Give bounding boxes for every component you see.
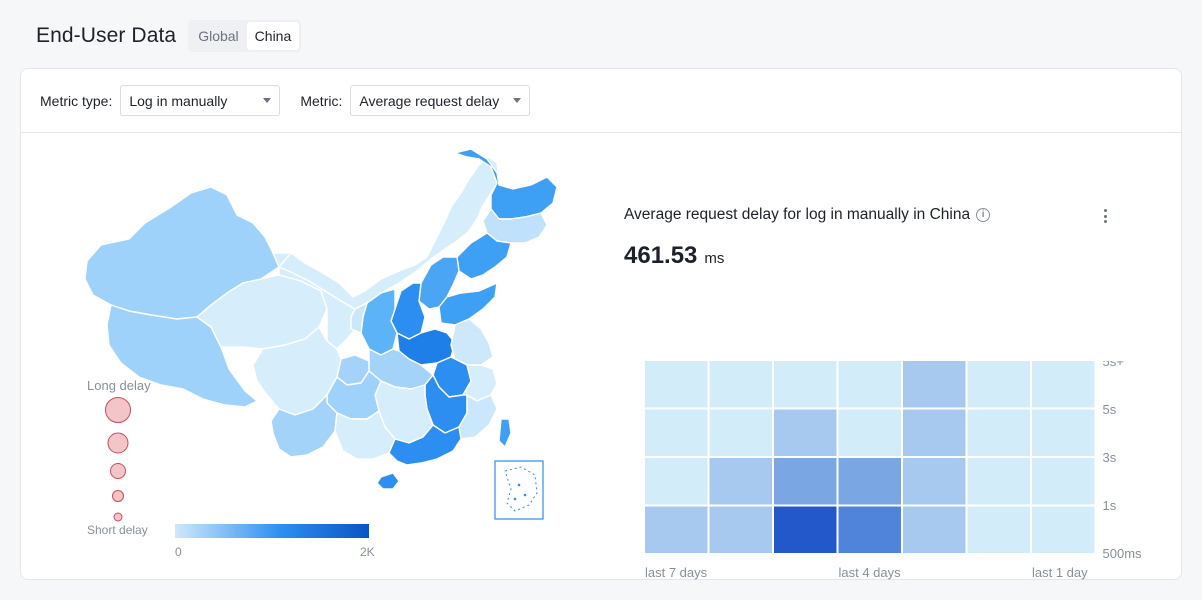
heatmap-cell[interactable] — [645, 361, 708, 408]
heatmap-y-label: 500ms — [1103, 546, 1143, 561]
heatmap-cell[interactable] — [709, 409, 773, 457]
metric-type-label: Metric type: — [40, 92, 113, 109]
average-delay-value: 461.53 — [624, 242, 698, 269]
info-icon[interactable]: i — [976, 208, 991, 222]
heatmap-cell[interactable] — [709, 458, 773, 505]
province-hebei[interactable] — [418, 256, 460, 310]
short-delay-label: Short delay — [87, 523, 148, 537]
heatmap-cell[interactable] — [774, 458, 837, 505]
heatmap-cell[interactable] — [967, 458, 1031, 505]
tab-china[interactable]: China — [246, 22, 300, 50]
province-fujian[interactable] — [458, 394, 498, 440]
heatmap-cell[interactable] — [645, 458, 708, 505]
heatmap-cell[interactable] — [838, 458, 902, 505]
province-tibet[interactable] — [106, 304, 258, 408]
long-delay-label: Long delay — [87, 378, 151, 393]
metric-type-filter: Metric type: Log in manually — [40, 85, 281, 116]
province-yunnan[interactable] — [270, 394, 338, 458]
delay-bubble-xl — [105, 397, 131, 423]
province-ningxia[interactable] — [350, 302, 368, 334]
metric-label: Metric: — [300, 92, 343, 109]
metric-value: Average request delay — [359, 92, 500, 109]
heatmap-cell[interactable] — [774, 506, 837, 554]
heatmap-x-label: last 4 days — [839, 565, 902, 580]
heatmap-title: Average request delay for log in manuall… — [624, 206, 991, 224]
heatmap-cell[interactable] — [838, 361, 902, 408]
heatmap-cell[interactable] — [903, 458, 966, 505]
heatmap-panel: Average request delay for log in manuall… — [623, 133, 1183, 581]
china-map-panel: Long delay Short delay 0 2K — [21, 133, 581, 581]
scale-min-label: 0 — [175, 545, 182, 559]
heatmap-cell[interactable] — [838, 409, 902, 457]
metric-type-value: Log in manually — [129, 92, 228, 109]
china-map: Long delay Short delay 0 2K — [84, 148, 558, 559]
delay-heatmap: 5s+ 5s 3s 1s 500ms last 7 days last 4 days last… — [645, 361, 1143, 580]
heatmap-y-label: 3s — [1103, 450, 1117, 465]
metric-type-select[interactable]: Log in manually — [120, 85, 281, 116]
heatmap-cell[interactable] — [1032, 458, 1095, 505]
end-user-card: Metric type: Log in manually Metric: Ave… — [20, 68, 1182, 580]
average-delay-unit: ms — [704, 250, 725, 267]
heatmap-cell[interactable] — [903, 361, 966, 408]
delay-bubble-lg — [107, 432, 129, 454]
metric-select[interactable]: Average request delay — [350, 85, 531, 116]
heatmap-cell[interactable] — [838, 506, 902, 554]
metric-filter: Metric: Average request delay — [300, 85, 531, 116]
page-header: End-User Data Global China — [36, 20, 302, 52]
heatmap-cell[interactable] — [967, 409, 1031, 457]
province-hainan[interactable] — [376, 472, 400, 490]
chevron-down-icon — [263, 98, 272, 103]
heatmap-cell[interactable] — [967, 361, 1031, 408]
province-shandong[interactable] — [438, 282, 498, 326]
heatmap-y-label: 1s — [1103, 498, 1117, 513]
heatmap-title-text: Average request delay for log in manuall… — [624, 206, 971, 223]
heatmap-cell[interactable] — [903, 506, 966, 554]
delay-bubble-sm — [112, 490, 124, 502]
tab-global[interactable]: Global — [198, 28, 239, 44]
heatmap-summary: 461.53 ms — [624, 242, 724, 270]
more-vertical-icon[interactable] — [1095, 206, 1115, 226]
heatmap-cell[interactable] — [1032, 506, 1095, 554]
heatmap-cell[interactable] — [903, 409, 966, 457]
heatmap-cell[interactable] — [967, 506, 1031, 554]
heatmap-cell[interactable] — [774, 361, 837, 408]
heatmap-cell[interactable] — [709, 361, 773, 408]
province-taiwan[interactable] — [498, 418, 512, 448]
delay-bubble-xs — [113, 512, 123, 522]
heatmap-cell[interactable] — [645, 506, 708, 554]
delay-bubble-md — [110, 463, 126, 479]
region-toggle: Global China — [188, 20, 302, 52]
heatmap-cell[interactable] — [709, 506, 773, 554]
heatmap-cell[interactable] — [774, 409, 837, 457]
filter-toolbar: Metric type: Log in manually Metric: Ave… — [21, 69, 1181, 133]
province-guangdong[interactable] — [388, 424, 462, 466]
heatmap-cell[interactable] — [1032, 409, 1095, 457]
color-scale-bar — [175, 524, 369, 538]
heatmap-x-label: last 7 days — [645, 565, 708, 580]
heatmap-x-label: last 1 day — [1032, 565, 1088, 580]
heatmap-y-label: 5s — [1103, 402, 1117, 417]
province-jiangsu[interactable] — [450, 318, 494, 366]
heatmap-cell[interactable] — [645, 409, 708, 457]
scale-max-label: 2K — [360, 545, 375, 559]
chevron-down-icon — [513, 98, 522, 103]
south-china-sea-inset — [494, 460, 544, 520]
delay-bubble-legend — [105, 397, 131, 522]
page-title: End-User Data — [36, 24, 177, 47]
heatmap-cell[interactable] — [1032, 361, 1095, 408]
heatmap-y-label: 5s+ — [1103, 361, 1124, 369]
